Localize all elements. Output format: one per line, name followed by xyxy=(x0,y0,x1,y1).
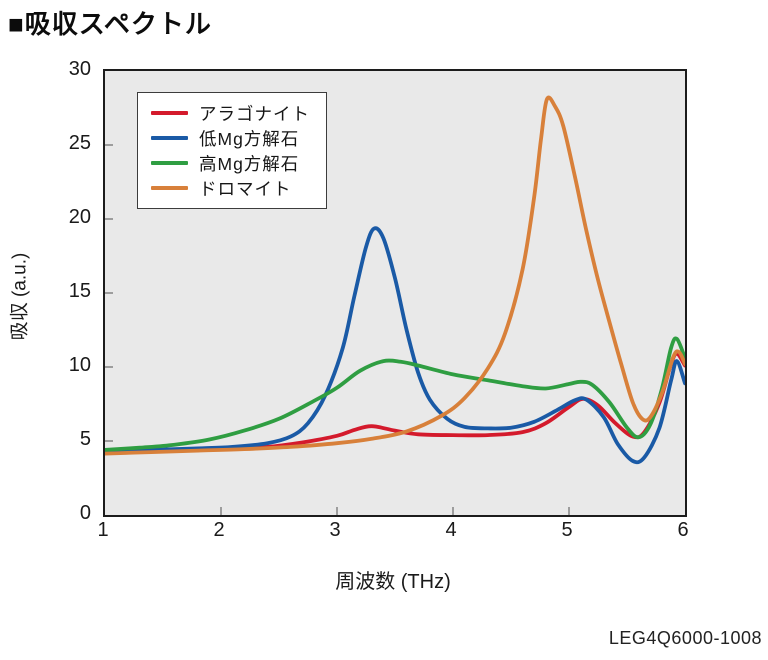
legend-item-low-mg-calcite: 低Mg方解石 xyxy=(151,127,310,149)
y-tick-label: 25 xyxy=(68,132,91,154)
chart-canvas xyxy=(105,95,685,515)
y-tick-label: 5 xyxy=(79,428,91,450)
legend-label: 高Mg方解石 xyxy=(199,153,300,174)
document-code: LEG4Q6000-1008 xyxy=(608,628,762,648)
legend-item-high-mg-calcite: 高Mg方解石 xyxy=(151,152,310,174)
y-tick-label: 20 xyxy=(68,206,91,228)
series-line-0 xyxy=(105,351,685,455)
y-tick-label: 15 xyxy=(68,280,91,302)
legend: アラゴナイト 低Mg方解石 高Mg方解石 ドロマイト xyxy=(137,92,327,209)
legend-item-aragonite: アラゴナイト xyxy=(151,102,310,124)
y-tick-label: 0 xyxy=(79,502,91,524)
series-line-3 xyxy=(105,95,685,456)
y-axis-label: 吸収 (a.u.) xyxy=(9,252,31,341)
legend-swatch-dolomite xyxy=(151,186,188,190)
y-tick-label: 30 xyxy=(68,58,91,80)
x-axis-label: 周波数 (THz) xyxy=(335,571,451,593)
x-tick-label: 1 xyxy=(97,519,109,541)
series-line-2 xyxy=(105,336,685,452)
legend-label: ドロマイト xyxy=(199,178,292,199)
figure-title: ■吸収スペクトル xyxy=(8,9,212,39)
legend-swatch-high-mg-calcite xyxy=(151,161,188,165)
x-tick-label: 2 xyxy=(213,519,225,541)
y-tick-label: 10 xyxy=(68,354,91,376)
x-tick-label: 4 xyxy=(445,519,457,541)
legend-swatch-low-mg-calcite xyxy=(151,136,188,140)
x-tick-label: 5 xyxy=(561,519,573,541)
x-tick-label: 6 xyxy=(677,519,689,541)
legend-swatch-aragonite xyxy=(151,111,188,115)
legend-item-dolomite: ドロマイト xyxy=(151,177,310,199)
legend-label: 低Mg方解石 xyxy=(199,128,300,149)
x-tick-label: 3 xyxy=(329,519,341,541)
series-line-1 xyxy=(105,226,685,465)
legend-label: アラゴナイト xyxy=(199,103,310,124)
